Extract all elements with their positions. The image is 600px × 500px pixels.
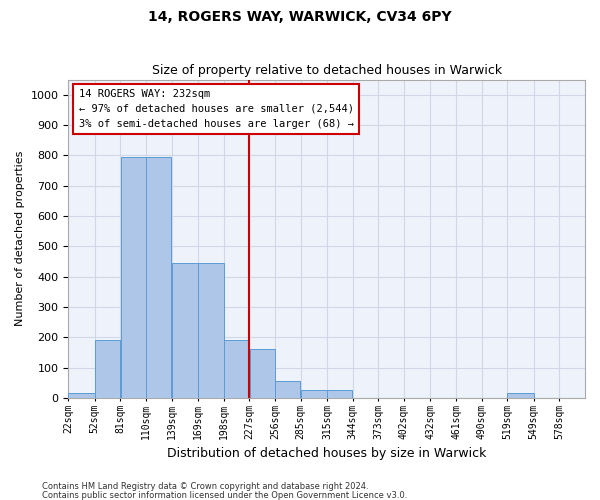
Title: Size of property relative to detached houses in Warwick: Size of property relative to detached ho… <box>152 64 502 77</box>
Bar <box>68 394 95 398</box>
Bar <box>95 340 120 398</box>
Text: Contains public sector information licensed under the Open Government Licence v3: Contains public sector information licen… <box>42 491 407 500</box>
Bar <box>199 263 224 398</box>
Bar <box>146 157 172 398</box>
Bar <box>328 390 352 398</box>
Bar <box>172 263 198 398</box>
Bar <box>301 390 327 398</box>
Bar <box>508 394 533 398</box>
Bar <box>224 340 249 398</box>
Text: Contains HM Land Registry data © Crown copyright and database right 2024.: Contains HM Land Registry data © Crown c… <box>42 482 368 491</box>
Y-axis label: Number of detached properties: Number of detached properties <box>15 151 25 326</box>
Text: 14, ROGERS WAY, WARWICK, CV34 6PY: 14, ROGERS WAY, WARWICK, CV34 6PY <box>148 10 452 24</box>
X-axis label: Distribution of detached houses by size in Warwick: Distribution of detached houses by size … <box>167 447 487 460</box>
Bar <box>275 381 301 398</box>
Bar <box>121 157 146 398</box>
Bar <box>250 350 275 398</box>
Text: 14 ROGERS WAY: 232sqm
← 97% of detached houses are smaller (2,544)
3% of semi-de: 14 ROGERS WAY: 232sqm ← 97% of detached … <box>79 89 353 128</box>
